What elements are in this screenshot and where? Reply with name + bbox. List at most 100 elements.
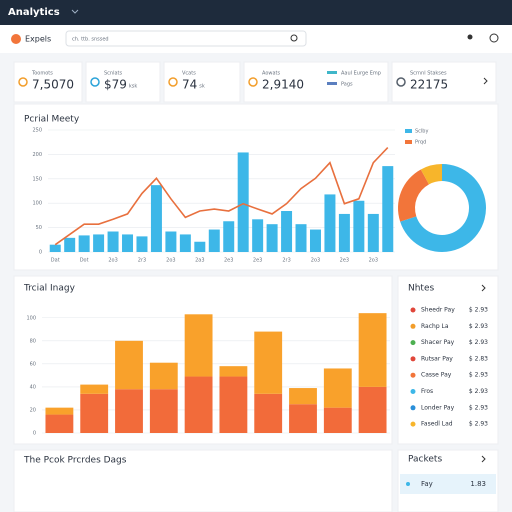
- y-tick-label: 0: [33, 431, 36, 437]
- pie-slice: [420, 164, 442, 185]
- kpi-icon: [396, 77, 406, 87]
- y-tick-label: 100: [32, 201, 42, 207]
- note-value: $ 2.93: [469, 388, 488, 395]
- chevron[interactable]: [481, 455, 486, 463]
- search-icon[interactable]: [290, 34, 298, 42]
- legend-swatch: [327, 82, 337, 85]
- legend-swatch: [405, 129, 412, 133]
- row-label: Fay: [421, 480, 433, 488]
- bar-segment: [45, 407, 74, 415]
- bar-segment: [184, 376, 213, 433]
- y-tick-label: 150: [32, 176, 42, 182]
- note-dot: [410, 307, 416, 313]
- y-tick-label: 20: [30, 407, 36, 413]
- bar-segment: [149, 362, 178, 390]
- kpi-card: [391, 61, 497, 103]
- menu-caret[interactable]: [71, 9, 79, 14]
- panel: [13, 449, 393, 512]
- note-label: Fasedl Lad: [421, 421, 453, 428]
- note-value: $ 2.93: [469, 421, 488, 428]
- kpi-value: 7,5070: [32, 78, 74, 92]
- search-box[interactable]: [65, 30, 307, 47]
- bar-segment: [115, 340, 143, 390]
- bar: [107, 231, 119, 252]
- kpi-card: [243, 61, 389, 103]
- notes-title: Nhtes: [408, 284, 435, 294]
- bar-segment: [289, 388, 317, 405]
- bar: [179, 234, 191, 252]
- kpi-value: $79: [104, 78, 127, 92]
- note-label: Casse Pay: [421, 372, 452, 379]
- note-dot: [410, 372, 416, 378]
- note-dot: [410, 421, 416, 427]
- x-tick-label: 2o3: [166, 258, 175, 264]
- kpi-unit: sk: [199, 84, 205, 90]
- legend-label: Prqd: [415, 140, 426, 146]
- bar: [136, 236, 148, 252]
- kpi-icon: [248, 77, 258, 87]
- note-dot: [410, 405, 416, 411]
- bar: [78, 235, 90, 252]
- bar-segment: [80, 393, 109, 433]
- row-highlight[interactable]: [400, 474, 496, 494]
- chevron[interactable]: [481, 284, 486, 292]
- y-tick-label: 50: [36, 225, 42, 231]
- kpi-label: Scnlats: [104, 71, 123, 77]
- pie-slice: [400, 163, 487, 252]
- x-tick-label: 2e3: [340, 258, 349, 264]
- bar: [208, 229, 220, 252]
- bar: [338, 213, 350, 252]
- brand-logo[interactable]: [11, 34, 21, 44]
- kpi-value: 2,9140: [262, 78, 304, 92]
- bar-segment: [219, 366, 248, 377]
- y-tick-label: 200: [32, 152, 42, 158]
- chevron[interactable]: [483, 77, 488, 85]
- note-value: $ 2.83: [469, 355, 488, 362]
- bar-segment: [219, 376, 248, 433]
- bar-segment: [254, 393, 283, 433]
- bar: [281, 211, 293, 252]
- kpi-icon: [18, 77, 28, 87]
- user-icon[interactable]: [467, 34, 473, 40]
- bar: [367, 213, 379, 252]
- app-title: Analytics: [8, 7, 60, 18]
- bar: [382, 166, 394, 252]
- y-tick-label: 40: [30, 384, 36, 390]
- x-tick-label: 2r3: [138, 258, 146, 264]
- kpi-label: Vcats: [182, 71, 196, 77]
- bar: [165, 231, 177, 252]
- bar-segment: [289, 404, 317, 433]
- bar-segment: [149, 389, 178, 433]
- kpi-label: Scrnnl Stakses: [410, 71, 447, 77]
- x-tick-label: 2e3: [224, 258, 233, 264]
- note-label: Londer Pay: [421, 404, 455, 411]
- x-tick-label: 2o3: [369, 258, 378, 264]
- kpi-card: [163, 61, 241, 103]
- x-tick-label: Dot: [80, 258, 89, 264]
- bar: [194, 241, 206, 252]
- settings-icon[interactable]: [489, 33, 499, 43]
- kpi-value: 22175: [410, 78, 448, 92]
- bar-segment: [45, 414, 74, 433]
- search-text: ch. ttb. snssed: [72, 37, 109, 43]
- kpi-icon: [90, 77, 100, 87]
- x-tick-label: 2o3: [311, 258, 320, 264]
- note-value: $ 2.93: [469, 339, 488, 346]
- kpi-card: [13, 61, 83, 103]
- chart-title: Pcrial Meety: [24, 115, 80, 125]
- note-value: $ 2.93: [469, 307, 488, 314]
- bar-segment: [358, 313, 387, 387]
- bar: [252, 219, 264, 252]
- y-tick-label: 80: [30, 338, 36, 344]
- bar-segment: [115, 389, 143, 433]
- row-dot: [406, 482, 410, 486]
- legend-swatch: [327, 71, 337, 74]
- note-dot: [410, 323, 416, 329]
- y-tick-label: 60: [30, 361, 36, 367]
- note-value: $ 2.93: [469, 372, 488, 379]
- bar-segment: [184, 314, 213, 377]
- x-tick-label: 2r3: [282, 258, 290, 264]
- bar: [309, 229, 321, 252]
